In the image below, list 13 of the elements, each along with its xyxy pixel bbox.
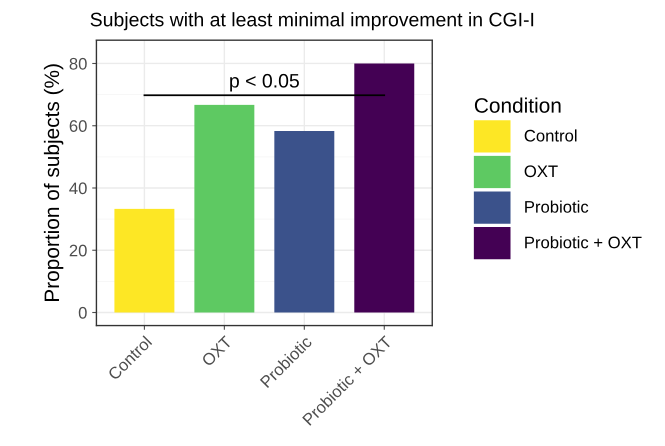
y-tick-label: 40: [69, 182, 87, 194]
legend-label: OXT: [524, 165, 558, 178]
y-tick-label: 20: [70, 244, 87, 256]
annotation: p < 0.05: [230, 74, 299, 92]
chart-title: Subjects with at least minimal improvement in CGI-I: [90, 12, 534, 30]
y-tick-label: 0: [78, 306, 87, 319]
y-tick-label: 60: [70, 120, 87, 132]
y-tick-label: 80: [70, 58, 87, 70]
legend-label: Probiotic + OXT: [525, 236, 642, 248]
legend-label: Control: [524, 129, 576, 142]
legend-title: Condition: [474, 98, 561, 113]
legend-label: Probiotic: [525, 200, 588, 213]
y-axis-title: Proportion of subjects (%): [44, 64, 64, 301]
